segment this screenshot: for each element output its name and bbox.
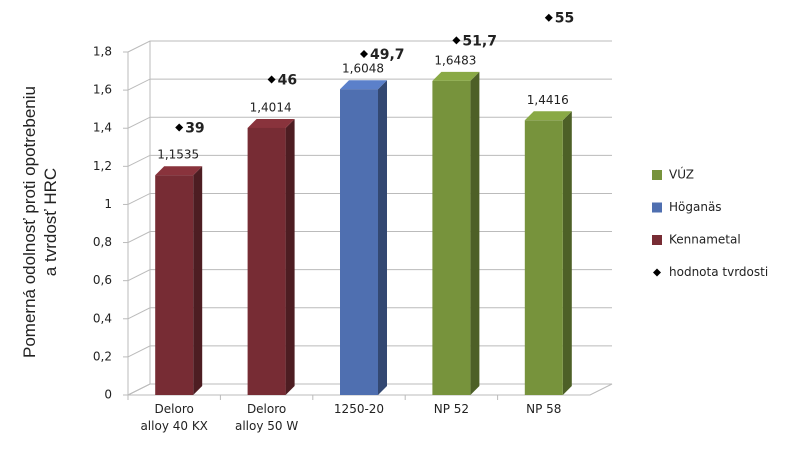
legend-label: Kennametal <box>669 233 741 247</box>
x-tick-label: Deloro alloy 50 W <box>234 402 299 433</box>
data-label: 1,4014 <box>250 100 292 114</box>
legend-swatch <box>652 170 662 180</box>
y-tick-label: 0,6 <box>93 273 112 287</box>
x-tick-label: NP 58 <box>526 402 562 416</box>
legend-label: Höganäs <box>669 200 722 214</box>
marker <box>544 13 553 22</box>
marker <box>360 50 368 59</box>
bar <box>432 80 471 395</box>
marker <box>267 75 276 84</box>
bar <box>247 127 286 395</box>
y-tick-label: 0 <box>104 388 112 402</box>
legend-swatch <box>652 202 662 213</box>
data-label: 51,7 <box>462 33 497 49</box>
legend-label: hodnota tvrdosti <box>669 265 768 279</box>
y-tick-label: 1,4 <box>93 121 112 135</box>
bar-side <box>378 80 387 395</box>
legend-label: VÚZ <box>669 167 694 182</box>
x-tick-label: Deloro alloy 40 KX <box>140 402 208 433</box>
bar-top <box>247 118 295 128</box>
bar-top <box>524 111 572 121</box>
bar <box>524 120 563 396</box>
x-tick-label: 1250-20 <box>333 402 385 416</box>
y-axis-label: Pomerná odolnosť proti opotrebeniu a tvr… <box>20 86 60 358</box>
bar-top <box>340 80 387 90</box>
x-tick-label: NP 52 <box>433 402 470 416</box>
data-label: 39 <box>185 120 204 136</box>
y-tick-label: 0,4 <box>93 311 112 325</box>
y-tick-label: 0,8 <box>93 235 112 249</box>
bar-top <box>432 71 480 81</box>
data-label: 46 <box>278 72 297 88</box>
bar <box>155 175 194 395</box>
bar-top <box>155 166 203 176</box>
data-label: 1,6483 <box>434 53 476 67</box>
bar-side <box>470 71 480 395</box>
data-label: 49,7 <box>370 47 405 63</box>
data-label: 1,1535 <box>157 148 199 162</box>
bar-side <box>562 111 572 396</box>
bar-side <box>193 166 203 395</box>
y-tick-label: 0,2 <box>93 349 112 363</box>
bar-side <box>285 118 295 395</box>
data-label: 55 <box>555 11 574 27</box>
data-label: 1,6048 <box>342 62 384 76</box>
y-tick-label: 1,6 <box>93 83 112 97</box>
bar <box>340 89 378 395</box>
legend-marker <box>653 268 661 277</box>
data-label: 1,4416 <box>527 93 569 107</box>
y-tick-label: 1,8 <box>93 45 112 59</box>
marker <box>452 36 461 45</box>
marker <box>175 123 184 132</box>
y-tick-label: 1,2 <box>93 159 112 173</box>
y-tick-label: 1 <box>104 197 112 211</box>
legend-swatch <box>652 235 662 245</box>
